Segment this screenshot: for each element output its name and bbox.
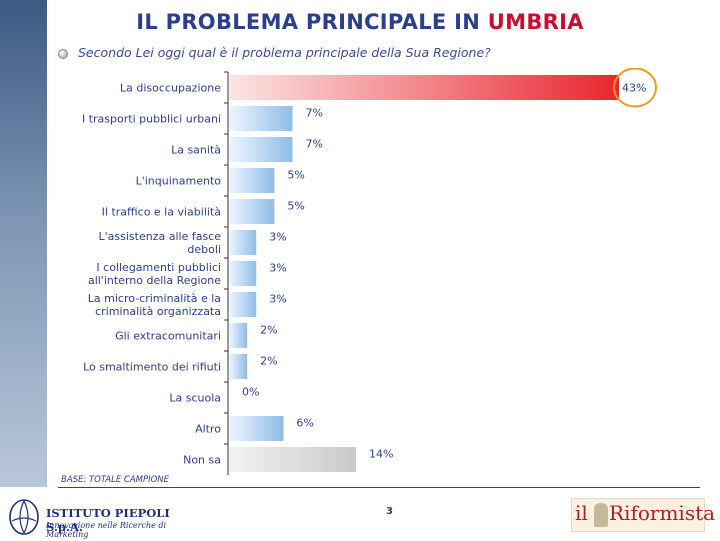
- title-highlight: UMBRIA: [487, 10, 584, 34]
- category-label: criminalità organizzata: [95, 305, 221, 318]
- piepoli-logo: ISTITUTO PIEPOLI S.p.A. Innovazione nell…: [6, 497, 206, 539]
- value-label: 6%: [296, 417, 313, 430]
- bar: [229, 447, 356, 472]
- bar: [229, 75, 619, 100]
- piepoli-name: ISTITUTO PIEPOLI S.p.A.: [46, 506, 170, 534]
- value-label: 14%: [369, 448, 393, 461]
- category-label: Altro: [195, 423, 221, 436]
- footer-divider: [58, 487, 700, 488]
- bar: [229, 416, 284, 441]
- value-label: 3%: [269, 262, 286, 275]
- side-band: [0, 0, 47, 487]
- page-number: 3: [386, 506, 393, 517]
- bar: [229, 106, 293, 131]
- category-label: L'assistenza alle fasce: [99, 230, 222, 243]
- bar: [229, 168, 275, 193]
- riformista-il: il: [575, 501, 588, 525]
- category-label: L'inquinamento: [136, 175, 222, 188]
- value-label: 43%: [622, 82, 646, 95]
- value-label: 5%: [287, 169, 304, 182]
- question-text: Secondo Lei oggi qual è il problema prin…: [78, 45, 491, 60]
- bar: [229, 292, 257, 317]
- value-label: 7%: [305, 138, 322, 151]
- bar: [229, 199, 275, 224]
- value-label: 3%: [269, 293, 286, 306]
- category-label: La disoccupazione: [120, 82, 221, 95]
- value-label: 2%: [260, 324, 277, 337]
- category-label: La scuola: [169, 392, 221, 405]
- bar: [229, 137, 293, 162]
- category-label: Non sa: [183, 454, 221, 467]
- piepoli-tagline: Innovazione nelle Ricerche di Marketing: [46, 521, 167, 539]
- highlight-circle: [613, 68, 657, 108]
- value-label: 7%: [305, 107, 322, 120]
- riformista-figure-icon: [594, 503, 608, 527]
- bar-chart: La disoccupazione 43% I trasporti pubblici…: [82, 68, 657, 475]
- bar: [229, 323, 248, 348]
- value-label: 3%: [269, 231, 286, 244]
- bar: [229, 230, 257, 255]
- page-title: IL PROBLEMA PRINCIPALE IN UMBRIA: [0, 10, 720, 34]
- category-label: I trasporti pubblici urbani: [82, 113, 221, 126]
- piepoli-emblem-icon: [9, 499, 39, 535]
- riformista-name: Riformista: [609, 501, 716, 525]
- value-label: 0%: [242, 386, 259, 399]
- category-label: all'interno della Regione: [88, 274, 221, 287]
- category-label: La micro-criminalità e la: [88, 292, 221, 305]
- survey-question: Secondo Lei oggi qual è il problema prin…: [58, 45, 491, 60]
- bar: [229, 354, 248, 379]
- category-label: Lo smaltimento dei rifiuti: [83, 361, 221, 374]
- base-footnote: BASE: TOTALE CAMPIONE: [61, 475, 170, 485]
- category-label: Gli extracomunitari: [115, 330, 221, 343]
- category-label: deboli: [187, 243, 221, 256]
- category-label: I collegamenti pubblici: [96, 261, 221, 274]
- bar: [229, 261, 257, 286]
- value-label: 5%: [287, 200, 304, 213]
- riformista-logo: il Riformista: [571, 498, 715, 532]
- bullet-icon: [58, 48, 68, 59]
- category-label: Il traffico e la viabilità: [102, 206, 221, 219]
- value-label: 2%: [260, 355, 277, 368]
- title-prefix: IL PROBLEMA PRINCIPALE IN: [136, 10, 488, 34]
- category-label: La sanità: [171, 144, 221, 157]
